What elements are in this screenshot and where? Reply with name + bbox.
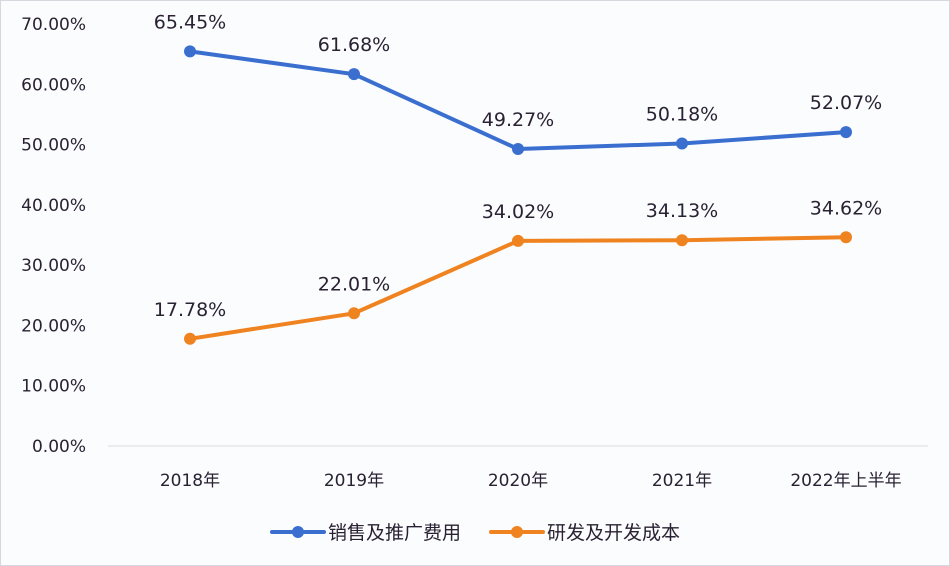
legend-item-rnd[interactable]: 研发及开发成本	[489, 518, 680, 545]
y-tick-label: 50.00%	[21, 136, 86, 156]
legend-label: 研发及开发成本	[547, 522, 681, 544]
y-tick-label: 30.00%	[21, 256, 86, 276]
x-tick-label: 2019年	[324, 471, 384, 491]
data-point-marker[interactable]	[348, 307, 360, 320]
data-label: 34.02%	[482, 201, 554, 223]
legend-item-sales[interactable]: 销售及推广费用	[269, 518, 461, 545]
legend-label: 销售及推广费用	[327, 522, 461, 544]
data-label: 52.07%	[810, 92, 882, 114]
x-tick-label: 2018年	[160, 471, 220, 491]
data-label: 49.27%	[482, 109, 554, 131]
data-label: 34.13%	[646, 200, 718, 222]
y-tick-label: 20.00%	[21, 316, 86, 336]
data-point-marker[interactable]	[512, 234, 524, 247]
data-point-marker[interactable]	[840, 126, 852, 139]
data-point-marker[interactable]	[676, 137, 688, 150]
y-tick-label: 60.00%	[21, 75, 86, 95]
data-point-marker[interactable]	[676, 234, 688, 247]
x-tick-label: 2022年上半年	[790, 471, 901, 491]
data-point-marker[interactable]	[184, 45, 196, 58]
series-line	[189, 235, 847, 341]
data-point-marker[interactable]	[184, 332, 196, 345]
data-point-marker[interactable]	[512, 142, 524, 155]
x-tick-label: 2020年	[488, 471, 548, 491]
x-tick-label: 2021年	[652, 471, 712, 491]
data-point-marker[interactable]	[348, 68, 360, 81]
y-tick-label: 0.00%	[32, 437, 86, 457]
data-label: 17.78%	[154, 299, 226, 321]
legend: 销售及推广费用 研发及开发成本	[0, 518, 950, 545]
data-point-marker[interactable]	[840, 231, 852, 244]
y-tick-label: 70.00%	[21, 15, 86, 35]
y-tick-label: 40.00%	[21, 196, 86, 216]
data-label: 34.62%	[810, 197, 882, 219]
data-label: 61.68%	[318, 34, 390, 56]
legend-line-marker-icon	[489, 525, 545, 539]
data-label: 50.18%	[646, 103, 718, 125]
data-label: 65.45%	[154, 11, 226, 33]
legend-line-marker-icon	[269, 525, 326, 539]
data-label: 22.01%	[318, 273, 390, 295]
y-tick-label: 10.00%	[21, 377, 86, 397]
series-line	[189, 49, 847, 151]
